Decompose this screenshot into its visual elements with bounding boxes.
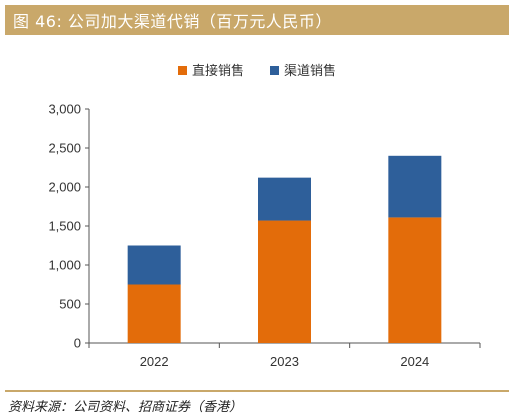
y-tick-label: 2,500 — [48, 141, 81, 156]
bar-channel-2024 — [388, 155, 442, 218]
legend-swatch-channel — [270, 66, 279, 75]
x-tick-label-2022: 2022 — [140, 354, 169, 369]
bar-direct-2022 — [127, 284, 181, 343]
y-tick-label: 1,500 — [48, 219, 81, 234]
stacked-bar-chart: 直接销售 渠道销售 0 500 1,000 1,500 2,000 2,500 3,000 202… — [48, 63, 481, 369]
figure-title: 图 46: 公司加大渠道代销（百万元人民币） — [13, 12, 332, 31]
y-tick-label: 3,000 — [48, 102, 81, 117]
x-tick-label-2023: 2023 — [270, 354, 299, 369]
source-note: 资料来源：公司资料、招商证券（香港） — [8, 400, 243, 415]
y-tick-label: 0 — [74, 336, 81, 351]
bar-channel-2023 — [258, 177, 311, 221]
x-tick-label-2024: 2024 — [400, 354, 429, 369]
legend-label-channel: 渠道销售 — [284, 63, 336, 79]
y-tick-label: 500 — [59, 297, 81, 312]
footer-divider — [5, 390, 509, 392]
bar-direct-2024 — [388, 217, 442, 343]
figure-title-bar: 图 46: 公司加大渠道代销（百万元人民币） — [5, 5, 509, 35]
y-tick-label: 2,000 — [48, 180, 81, 195]
y-tick-label: 1,000 — [48, 258, 81, 273]
bar-channel-2022 — [127, 245, 181, 285]
legend-label-direct: 直接销售 — [192, 63, 244, 79]
legend-swatch-direct — [178, 66, 187, 75]
bar-direct-2023 — [258, 220, 311, 343]
